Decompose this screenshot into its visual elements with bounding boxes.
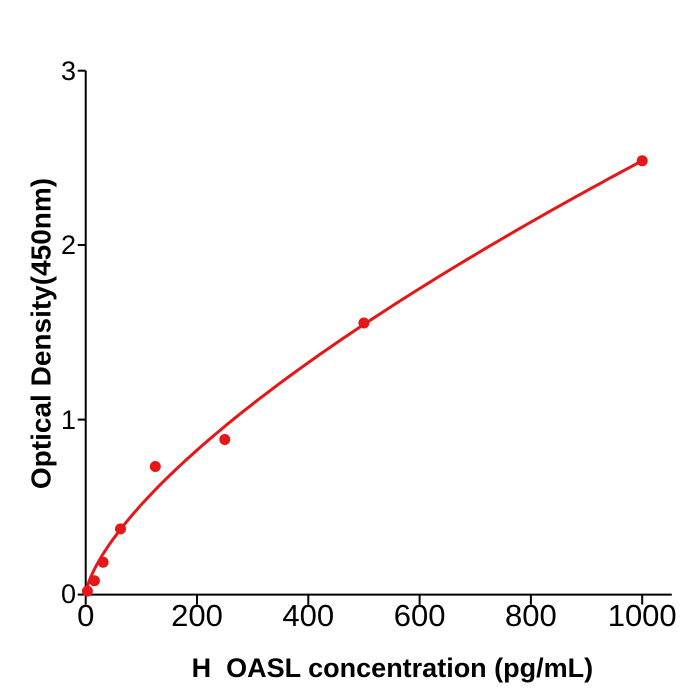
svg-text:H OASL concentration (pg/mL): H OASL concentration (pg/mL) [192, 653, 594, 683]
svg-text:Optical Density(450nm): Optical Density(450nm) [25, 178, 56, 489]
svg-text:800: 800 [505, 598, 557, 633]
svg-text:2: 2 [61, 230, 76, 260]
svg-text:1000: 1000 [608, 598, 677, 633]
svg-text:400: 400 [282, 598, 334, 633]
svg-text:600: 600 [394, 598, 446, 633]
svg-text:0: 0 [61, 579, 76, 609]
svg-text:0: 0 [77, 598, 94, 633]
svg-text:1: 1 [61, 405, 76, 435]
svg-text:200: 200 [171, 598, 223, 633]
svg-text:3: 3 [61, 56, 76, 86]
